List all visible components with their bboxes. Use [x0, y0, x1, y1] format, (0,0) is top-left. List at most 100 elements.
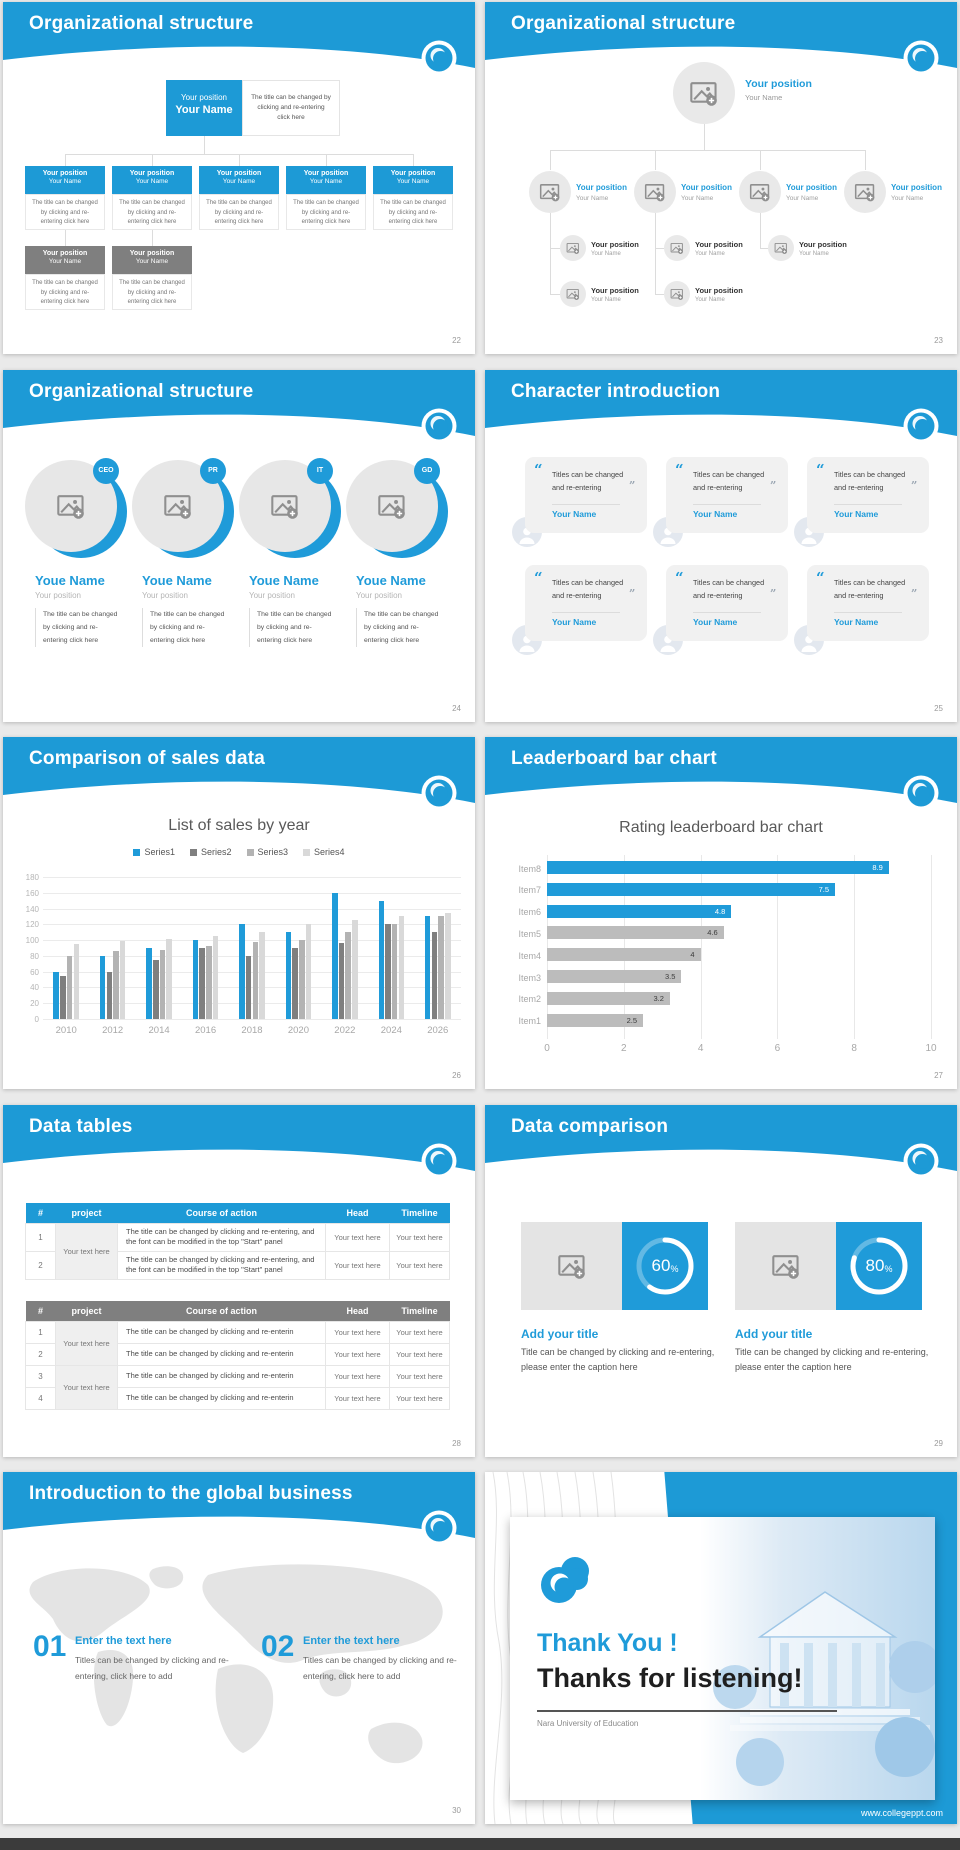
member-note: The title can be changed by clicking and…: [35, 608, 121, 647]
cell-num: 2: [25, 1250, 56, 1280]
horizontal-bar-chart: Rating leaderboard bar chart 0 2 4 6 8 10 Item…: [485, 737, 957, 1089]
cell-timeline: Your text here: [389, 1222, 450, 1252]
image-placeholder-icon: [57, 495, 84, 519]
legend-label: Series4: [314, 847, 345, 857]
x-tick-label: 2: [621, 1043, 627, 1054]
org-l1-position: Your position: [216, 170, 262, 177]
person-icon: [519, 527, 535, 544]
org-l1-position: Your position: [42, 170, 88, 177]
y-tick-label: 100: [25, 936, 39, 946]
slide-header: Leaderboard bar chart: [485, 737, 957, 815]
column-header: Head: [346, 1207, 369, 1218]
bar-item1: [547, 1013, 643, 1027]
legend-swatch: [246, 848, 254, 856]
quote-text: Titles can be changed and re-entering: [552, 470, 624, 492]
org-l1-position: Your position: [576, 183, 627, 192]
x-tick-label: 10: [925, 1043, 937, 1054]
slide-title: Data tables: [29, 1116, 133, 1137]
slide-27-leaderboard-chart[interactable]: Leaderboard bar chart Rating leaderboard…: [485, 737, 957, 1089]
y-tick-label: 80: [30, 951, 39, 961]
y-tick-label: 60: [30, 967, 39, 977]
image-placeholder-icon: [774, 242, 787, 254]
y-tick-label: 120: [25, 920, 39, 930]
slide-header: Organizational structure: [485, 2, 957, 80]
logo-icon: [903, 40, 939, 76]
org-l1-note: The title can be changed by clicking and…: [199, 194, 279, 230]
bar-series2-2012: [106, 971, 113, 1019]
global-business-content: 01 Enter the text here Titles can be chang…: [3, 1472, 475, 1824]
page-number: 27: [934, 1071, 943, 1080]
org-l2-position: Your position: [799, 240, 847, 249]
bar-series2-2026: [431, 932, 438, 1019]
quote-close-icon: ”: [911, 587, 918, 600]
thanks-for-listening-heading: Thanks for listening!: [537, 1663, 803, 1693]
org-l2-box: Your position Your Name: [112, 246, 192, 274]
slide-title: Introduction to the global business: [29, 1483, 353, 1504]
cell-num: 3: [25, 1364, 56, 1388]
gridline: [854, 855, 856, 1039]
bar-series3-2026: [438, 916, 444, 1019]
bar-series4-2010: [73, 944, 80, 1019]
project-table-blue: # project Course of action Head Timeline 1 You…: [25, 1203, 450, 1280]
cell-course: The title can be changed by clicking and…: [117, 1250, 326, 1280]
slide-24-org-structure-team[interactable]: Organizational structure CEO Youe Name You…: [3, 370, 475, 722]
org-l1-box: Your position Your Name: [286, 166, 366, 194]
page-number: 30: [452, 1806, 461, 1815]
comparison-cards: 60% Add your title Title can be changed by…: [485, 1105, 957, 1457]
connector-line: [655, 248, 664, 249]
connector-line: [65, 154, 66, 166]
member-note: The title can be changed by clicking and…: [142, 608, 228, 647]
column-header: Course of action: [185, 1207, 257, 1218]
bar-item4: [547, 948, 701, 962]
comparison-card: 60%: [521, 1222, 708, 1310]
slide-23-org-structure-photos[interactable]: Organizational structure Your position Yo…: [485, 2, 957, 354]
slide-28-data-tables[interactable]: Data tables # project Course of action Head…: [3, 1105, 475, 1457]
slide-title: Data comparison: [511, 1116, 669, 1137]
table-body: 1 Your text here The title can be changed …: [25, 1222, 450, 1280]
bar-series4-2016: [212, 936, 219, 1019]
legend-swatch: [133, 848, 141, 856]
table-row: 2 The title can be changed by clicking an…: [25, 1250, 450, 1280]
world-map-silhouette: [3, 1557, 475, 1812]
slide-26-sales-comparison-chart[interactable]: Comparison of sales data List of sales b…: [3, 737, 475, 1089]
percent-value: 80%: [836, 1222, 922, 1310]
bar-series2-2014: [153, 959, 159, 1019]
slide-thank-you[interactable]: Thank You ! Thanks for listening! Nara U…: [485, 1472, 957, 1824]
slide-22-org-structure-boxes[interactable]: Organizational structure Your position Yo…: [3, 2, 475, 354]
bar-value: 4: [690, 950, 695, 960]
cell-course: The title can be changed by clicking and…: [117, 1222, 326, 1252]
divider: [693, 612, 761, 613]
connector-line: [760, 248, 768, 249]
slide-30-global-business[interactable]: Introduction to the global business 01 En…: [3, 1472, 475, 1824]
org-root-name: Your Name: [745, 93, 783, 102]
slide-header: Organizational structure: [3, 2, 475, 80]
slide-header: Organizational structure: [3, 370, 475, 448]
image-placeholder-icon: [164, 495, 191, 519]
vertical-bar-chart: List of sales by year Series1 Series2 Seri…: [3, 737, 475, 1089]
slide-25-character-introduction[interactable]: Character introduction “ Titles can be ch…: [485, 370, 957, 722]
role-badge: PR: [200, 458, 226, 484]
table-head: # project Course of action Head Timeline: [25, 1203, 450, 1223]
bar-series3-2018: [252, 941, 259, 1019]
bar-series3-2024: [391, 924, 398, 1019]
connector-line: [550, 248, 560, 249]
x-tick-label: 2026: [427, 1025, 449, 1036]
cell-head: Your text here: [325, 1364, 390, 1388]
header-wave-shape: [3, 737, 475, 803]
org-l1-position: Your position: [129, 170, 175, 177]
data-tables: # project Course of action Head Timeline 1 You…: [3, 1105, 475, 1457]
quote-card: “ Titles can be changed and re-entering ” Y…: [807, 457, 929, 533]
column-header: #: [37, 1305, 43, 1316]
table-row: 4 The title can be changed by clicking an…: [25, 1386, 450, 1410]
quote-card: “ Titles can be changed and re-entering ” Y…: [525, 565, 647, 641]
bar-series3-2012: [113, 951, 119, 1019]
slide-29-data-comparison[interactable]: Data comparison 60% Add your title Title c…: [485, 1105, 957, 1457]
donut-ring: [850, 1237, 908, 1295]
legend-item: Series1: [133, 847, 175, 857]
quote-card: “ Titles can be changed and re-entering ” Y…: [666, 457, 788, 533]
chart-legend: Series1 Series2 Series3 Series4: [3, 847, 475, 857]
x-tick-label: 6: [774, 1043, 781, 1054]
org-l1-note: The title can be changed by clicking and…: [373, 194, 453, 230]
org-root-box: Your position Your Name: [166, 80, 242, 136]
cell-head: Your text here: [325, 1320, 390, 1344]
